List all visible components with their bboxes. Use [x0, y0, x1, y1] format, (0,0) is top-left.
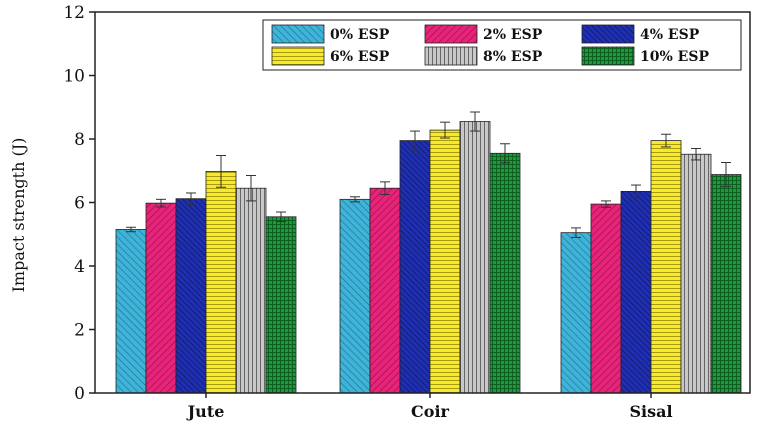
legend-label: 4% ESP: [640, 27, 700, 43]
bar-sisal-0-esp: [560, 232, 592, 394]
y-tick-label: 10: [63, 67, 85, 87]
bar-coir-0-esp: [339, 198, 371, 394]
bar-jute-8-esp: [235, 187, 267, 394]
bar-jute-10-esp: [265, 216, 297, 394]
plot-frame: [94, 11, 751, 394]
bar-coir-8-esp: [459, 121, 491, 394]
legend-swatch: [424, 46, 478, 66]
bar-jute-4-esp: [175, 198, 207, 394]
bar-jute-0-esp: [115, 229, 147, 394]
legend-swatch: [581, 24, 635, 44]
y-tick-label: 0: [74, 384, 85, 404]
legend-swatch: [424, 24, 478, 44]
x-axis-category-labels: Jute Coir Sisal: [186, 393, 673, 421]
x-category-label: Sisal: [629, 402, 672, 421]
legend-label: 6% ESP: [330, 49, 390, 65]
bar-sisal-2-esp: [590, 203, 622, 394]
legend-box: [262, 19, 742, 71]
y-tick-label: 2: [74, 321, 85, 341]
x-category-label: Jute: [186, 402, 225, 421]
y-tick-label: 4: [74, 257, 85, 277]
bar-coir-2-esp: [369, 187, 401, 394]
legend-label: 2% ESP: [483, 27, 543, 43]
bar-series-group: [115, 121, 742, 394]
y-tick-label: 6: [74, 194, 85, 214]
y-tick-label: 8: [74, 130, 85, 150]
legend: 0% ESP 2% ESP 4% ESP 6% ESP 8% ESP 10% ESP: [262, 19, 742, 71]
legend-label: 10% ESP: [640, 49, 709, 65]
bar-sisal-6-esp: [650, 140, 682, 394]
bar-coir-4-esp: [399, 140, 431, 394]
bar-sisal-4-esp: [620, 190, 652, 394]
legend-label: 8% ESP: [483, 49, 543, 65]
error-bar-group: [126, 111, 731, 238]
y-axis-label: Impact strength (J): [9, 138, 28, 293]
y-tick-label: 12: [63, 3, 85, 23]
bar-coir-10-esp: [489, 152, 521, 394]
y-axis-ticks: 0 2 4 6 8 10 12: [63, 3, 95, 404]
bar-jute-2-esp: [145, 202, 177, 394]
legend-swatch: [271, 24, 325, 44]
bar-coir-6-esp: [429, 129, 461, 394]
legend-swatch: [271, 46, 325, 66]
bar-jute-6-esp: [205, 170, 237, 394]
x-category-label: Coir: [411, 402, 449, 421]
legend-swatch: [581, 46, 635, 66]
bar-sisal-10-esp: [710, 174, 742, 394]
bar-sisal-8-esp: [680, 153, 712, 394]
legend-label: 0% ESP: [330, 27, 390, 43]
